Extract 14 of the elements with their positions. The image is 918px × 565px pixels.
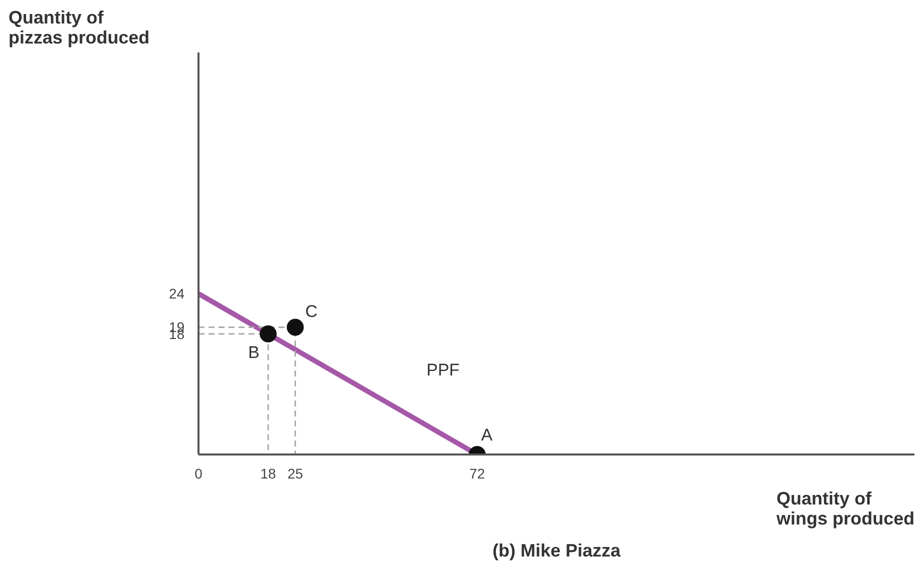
annotation: A <box>481 426 494 444</box>
point <box>286 318 304 336</box>
x-axis-title: Quantity of wings produced <box>775 488 915 528</box>
annotation: PPF <box>426 360 460 380</box>
x-tick-label: 72 <box>469 466 486 482</box>
annotation: B <box>248 342 260 362</box>
text: (b) Mike Piazza <box>492 540 622 560</box>
x-tick-label: 18 <box>260 466 276 482</box>
y-tick-label: 24 <box>168 286 185 302</box>
x-tick-label: 25 <box>287 466 304 482</box>
x-tick-label: 0 <box>194 466 203 482</box>
y-axis-title: Quantity of pizzas produced <box>8 8 150 48</box>
point <box>260 325 277 342</box>
annotation: C <box>305 302 318 322</box>
